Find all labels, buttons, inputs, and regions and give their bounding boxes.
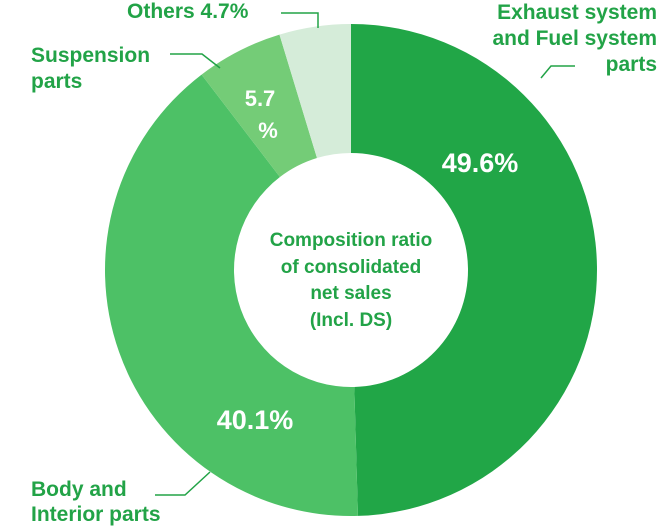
slice-label-suspension-unit: %: [258, 118, 278, 143]
center-line-2: of consolidated: [281, 257, 421, 278]
category-label-body-line2: Interior parts: [31, 503, 161, 526]
donut-slice-others: [279, 24, 351, 159]
donut-slice-suspension: [201, 34, 317, 178]
donut-slice-exhaust: [351, 24, 597, 516]
center-line-3: net sales: [310, 283, 391, 304]
leader-line-body: [155, 471, 211, 496]
slice-label-body: 40.1%: [217, 405, 294, 435]
donut-slice-body: [105, 74, 358, 516]
slice-label-exhaust: 49.6%: [442, 148, 519, 178]
leader-line-others: [281, 12, 319, 28]
category-label-others: Others 4.7%: [127, 0, 249, 23]
leader-line-exhaust: [540, 65, 575, 79]
center-label: Composition ratio of consolidated net sa…: [270, 230, 433, 331]
category-label-exhaust-line2: and Fuel system: [492, 27, 657, 50]
center-line-1: Composition ratio: [270, 230, 433, 251]
slice-label-suspension-value: 5.7: [245, 86, 276, 111]
category-label-suspension-line1: Suspension: [31, 44, 150, 67]
leader-line-suspension: [170, 53, 221, 69]
category-label-body-line1: Body and: [31, 478, 127, 501]
category-label-exhaust-line3: parts: [606, 53, 657, 76]
category-label-suspension-line2: parts: [31, 70, 82, 93]
category-label-exhaust-line1: Exhaust system: [497, 1, 657, 24]
center-line-4: (Incl. DS): [310, 310, 392, 331]
donut-slices: [105, 24, 597, 516]
